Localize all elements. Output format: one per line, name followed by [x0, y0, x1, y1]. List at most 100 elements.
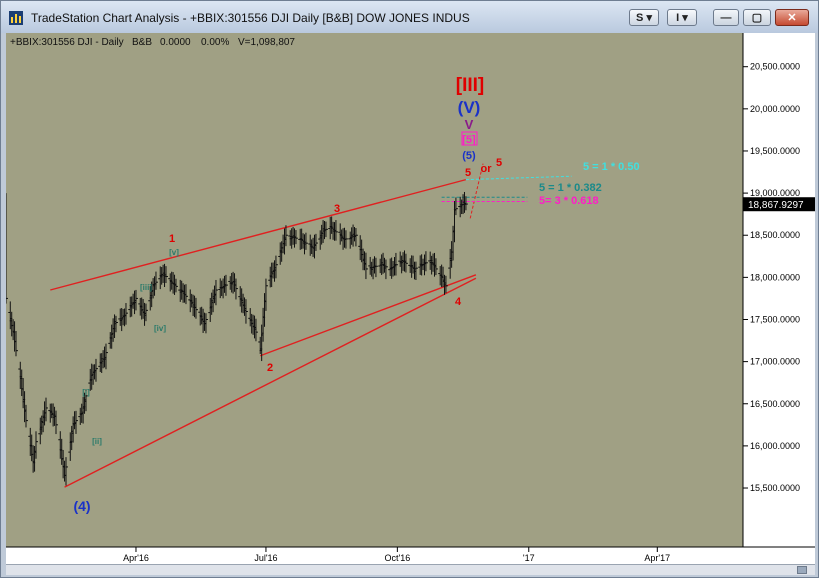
price-bar	[363, 252, 368, 280]
close-button[interactable]: ✕	[775, 9, 809, 26]
minimize-button[interactable]: —	[713, 9, 739, 26]
maximize-button[interactable]: ▢	[743, 9, 771, 26]
price-bar	[403, 253, 408, 273]
price-bar	[63, 457, 68, 486]
wave-box-5	[461, 131, 478, 146]
price-bar	[293, 230, 298, 245]
price-bar	[223, 274, 228, 296]
plot-background	[6, 33, 743, 547]
price-bar	[83, 389, 88, 412]
wave-label-iii-bracket: [III]	[456, 75, 485, 96]
price-bar	[253, 318, 258, 342]
price-bar	[193, 297, 198, 319]
price-bar	[143, 303, 148, 322]
price-bar	[133, 289, 138, 311]
s-button-label: S	[636, 12, 644, 24]
wave-label-iv-small: [iv]	[154, 324, 166, 333]
price-bar	[243, 299, 248, 324]
price-bar	[43, 397, 48, 422]
maximize-icon: ▢	[751, 12, 763, 24]
price-bar	[6, 193, 8, 304]
horizontal-scrollbar[interactable]	[6, 564, 815, 575]
price-bar	[283, 225, 288, 247]
price-bar	[383, 259, 388, 280]
wave-label-ii-small: [ii]	[92, 437, 102, 446]
wave-label-3: 3	[334, 203, 340, 215]
price-bars	[6, 191, 468, 486]
price-chart[interactable]: +BBIX:301556 DJI - Daily B&B 0.0000 0.00…	[6, 33, 815, 564]
price-tick-label: 17,500.0000	[750, 314, 800, 324]
price-bar	[323, 221, 328, 238]
price-axis-ticks: 15,500.0000 16,000.0000 16,500.0000 17,000.…	[743, 62, 800, 493]
upper-wedge-line	[50, 178, 467, 291]
chart-header: +BBIX:301556 DJI - Daily B&B 0.0000 0.00…	[10, 37, 295, 48]
date-axis-panel	[6, 547, 815, 564]
lower-wedge-line	[259, 274, 477, 357]
date-axis-ticks: Apr'16 Jul'16 Oct'16 '17 Apr'17	[123, 547, 670, 563]
i-menu-button[interactable]: I ▾	[667, 9, 697, 26]
wave-label-1: 1	[169, 233, 175, 245]
price-bar	[123, 303, 128, 325]
price-bar	[303, 232, 308, 250]
chart-area[interactable]: +BBIX:301556 DJI - Daily B&B 0.0000 0.00…	[6, 33, 815, 575]
fib-line-cyan	[465, 175, 572, 181]
price-tick-label: 20,000.0000	[750, 104, 800, 114]
price-bar	[93, 358, 98, 382]
price-bar	[343, 230, 348, 249]
price-bar	[353, 228, 358, 247]
wave-label-5-alt: 5	[496, 157, 502, 169]
date-tick-label: Oct'16	[384, 553, 410, 563]
price-bar	[13, 331, 18, 357]
price-bar	[213, 279, 218, 306]
long-support-line	[64, 277, 477, 488]
price-bar	[443, 275, 448, 294]
price-tick-label: 15,500.0000	[750, 483, 800, 493]
price-bar	[153, 271, 158, 290]
price-bar	[313, 233, 318, 251]
fib-label-cyan: 5 = 1 * 0.50	[583, 161, 640, 173]
wave-label-v-small: [v]	[169, 248, 179, 257]
price-bar	[183, 284, 188, 305]
window-title: TradeStation Chart Analysis - +BBIX:3015…	[31, 11, 470, 25]
wave-labels: [III] (V) V [5] (5) or 5 5 3 1 2 4 (4) […	[73, 75, 639, 514]
price-bar	[453, 197, 458, 216]
price-bar	[103, 343, 108, 370]
price-bar	[73, 410, 78, 434]
last-price-marker: 18,867.9297	[743, 197, 815, 212]
price-bar	[163, 266, 168, 284]
price-bar	[33, 431, 38, 459]
price-bar	[173, 278, 178, 293]
wave-label-i-small: [i]	[82, 388, 90, 397]
percent-change: 0.00%	[201, 37, 229, 48]
wave-label-v-roman: V	[465, 117, 474, 132]
wave-label-5-bracket: [5]	[462, 134, 476, 146]
i-button-label: I	[676, 12, 680, 24]
chevron-down-icon: ▾	[682, 12, 688, 24]
price-tick-label: 17,000.0000	[750, 357, 800, 367]
date-tick-label: Apr'16	[123, 553, 149, 563]
price-bar	[113, 315, 118, 333]
chevron-down-icon: ▾	[646, 12, 652, 24]
date-tick-label: Jul'16	[254, 553, 277, 563]
wave-label-5-paren: (5)	[462, 150, 476, 162]
price-bar	[413, 261, 418, 281]
price-bar	[333, 220, 338, 241]
scrollbar-thumb[interactable]	[797, 566, 807, 574]
price-tick-label: 19,000.0000	[750, 188, 800, 198]
title-bar[interactable]: TradeStation Chart Analysis - +BBIX:3015…	[1, 1, 818, 33]
trendlines	[50, 163, 572, 488]
s-menu-button[interactable]: S ▾	[629, 9, 659, 26]
last-price-box	[743, 197, 815, 212]
wave-label-or: or	[481, 163, 493, 175]
price-tick-label: 16,000.0000	[750, 441, 800, 451]
symbol-label: +BBIX:301556 DJI - Daily	[10, 37, 124, 48]
date-tick-label: Apr'17	[644, 553, 670, 563]
price-tick-label: 16,500.0000	[750, 399, 800, 409]
price-bar	[263, 278, 268, 311]
wave-label-5: 5	[465, 167, 471, 179]
price-bar	[203, 313, 208, 334]
price-bar	[423, 251, 428, 272]
price-bar	[23, 404, 28, 428]
fib-label-teal: 5 = 1 * 0.382	[539, 182, 602, 194]
